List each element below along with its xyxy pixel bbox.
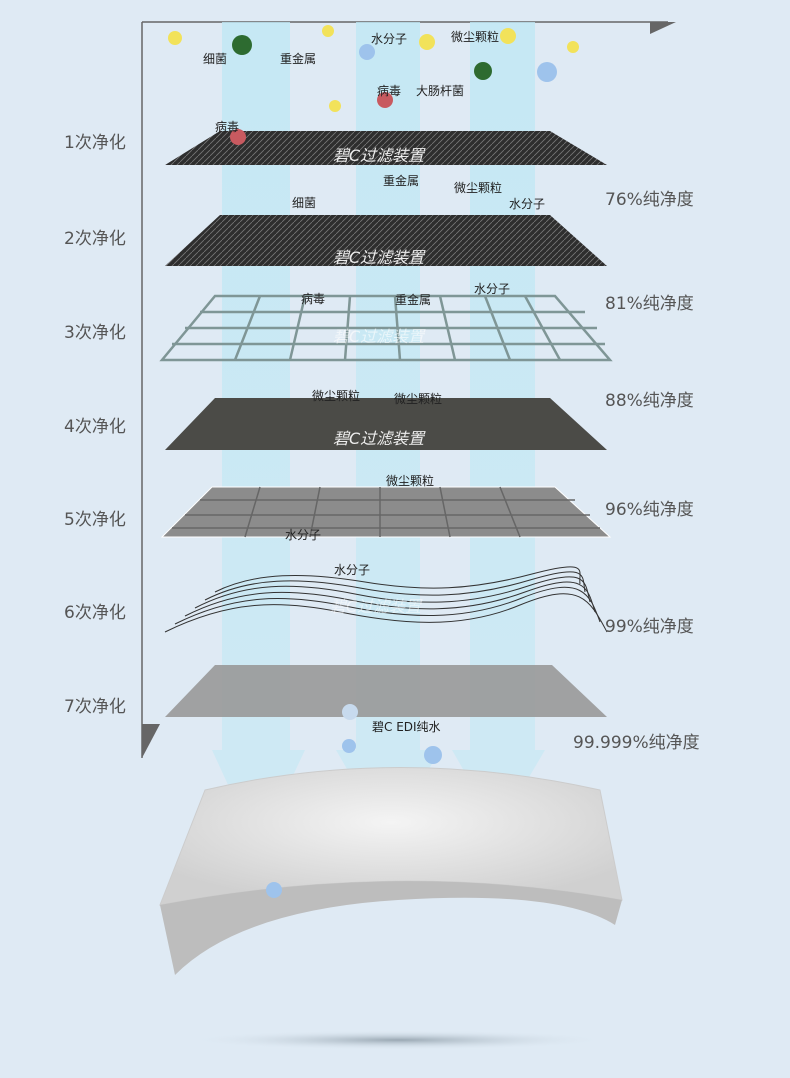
filter-layer-7 <box>165 665 607 717</box>
label-virus: 病毒 <box>377 84 402 98</box>
label-virus: 病毒 <box>215 120 240 134</box>
device-label-1: 碧C过滤装置 <box>333 146 425 165</box>
label-dust: 微尘颗粒 <box>394 392 443 406</box>
label-water: 水分子 <box>285 528 322 542</box>
filter-layer-1 <box>165 131 607 165</box>
label-dust: 微尘颗粒 <box>312 389 361 403</box>
purity-6: 99.999%纯净度 <box>573 733 700 753</box>
label-dust: 微尘颗粒 <box>386 474 435 488</box>
purity-4: 96%纯净度 <box>605 500 694 520</box>
filter-layer-3 <box>159 294 613 362</box>
tissue-image <box>159 767 623 1050</box>
label-water: 水分子 <box>371 32 408 46</box>
purity-5: 99%纯净度 <box>605 617 694 637</box>
stage-label-7: 7次净化 <box>64 697 126 717</box>
device-label-4: 碧C过滤装置 <box>333 429 425 448</box>
filter-layer-2 <box>165 215 607 266</box>
stage-label-4: 4次净化 <box>64 417 126 437</box>
particle-decorations <box>168 25 579 898</box>
label-heavy-metal: 重金属 <box>383 174 420 188</box>
label-bacteria: 细菌 <box>203 52 228 66</box>
filter-layer-4 <box>165 398 607 450</box>
label-water: 水分子 <box>509 197 546 211</box>
filter-layer-5 <box>160 486 612 538</box>
label-water: 水分子 <box>334 563 371 577</box>
filter-layer-6 <box>164 566 608 633</box>
stage-label-1: 1次净化 <box>64 133 126 153</box>
stage-label-6: 6次净化 <box>64 603 126 623</box>
purity-2: 81%纯净度 <box>605 294 694 314</box>
device-label-2: 碧C过滤装置 <box>333 248 425 267</box>
label-heavy-metal: 重金属 <box>280 52 317 66</box>
final-water-label: 碧C EDI纯水 <box>372 720 441 734</box>
label-heavy-metal: 重金属 <box>395 293 432 307</box>
stage-label-3: 3次净化 <box>64 323 126 343</box>
label-dust: 微尘颗粒 <box>451 30 500 44</box>
label-water: 水分子 <box>474 282 511 296</box>
label-ecoli: 大肠杆菌 <box>416 84 465 98</box>
stage-label-2: 2次净化 <box>64 229 126 249</box>
device-label-6: 碧C过滤装置 <box>330 597 422 616</box>
label-bacteria: 细菌 <box>292 196 317 210</box>
device-label-3: 碧C过滤装置 <box>333 327 425 346</box>
purity-3: 88%纯净度 <box>605 391 694 411</box>
label-virus: 病毒 <box>301 292 326 306</box>
stage-label-5: 5次净化 <box>64 510 126 530</box>
purity-1: 76%纯净度 <box>605 190 694 210</box>
label-dust: 微尘颗粒 <box>454 181 503 195</box>
